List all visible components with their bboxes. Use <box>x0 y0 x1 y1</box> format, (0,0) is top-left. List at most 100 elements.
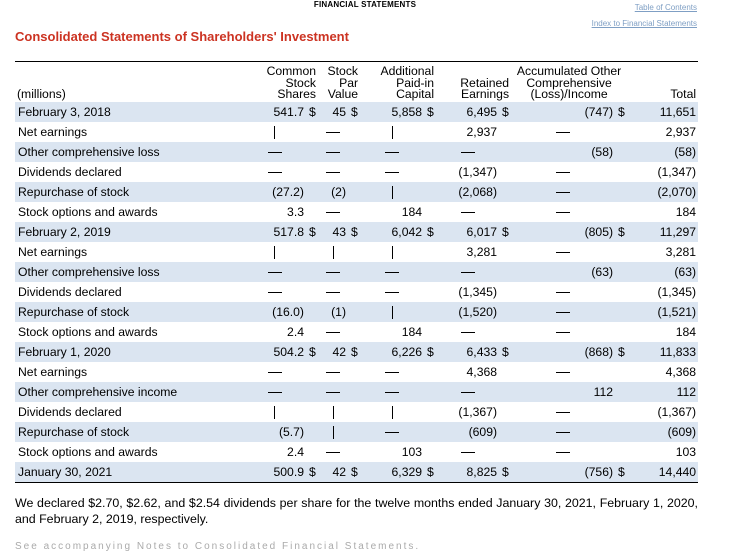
cell-currency <box>306 322 318 342</box>
cell-aoci <box>511 122 615 142</box>
cell-currency <box>615 122 627 142</box>
cell-shares: 3.3 <box>287 204 304 219</box>
cell-currency <box>615 442 627 462</box>
table-row: Dividends declared (1,345) (1,345) <box>15 282 698 302</box>
cell-shares: 504.2 <box>243 341 306 362</box>
cell-aoci <box>511 242 615 262</box>
cell-apic <box>360 402 424 422</box>
table-row: Stock options and awards 2.4 184 184 <box>15 322 698 342</box>
table-row: Other comprehensive income 112 112 <box>15 381 699 402</box>
row-label: Net earnings <box>18 364 88 379</box>
cell-currency <box>424 381 437 402</box>
table-body: February 3, 2018 541.7 $45 $5,858 $6,495 $ (74… <box>15 101 699 483</box>
cell-shares <box>243 402 306 422</box>
cell-aoci <box>511 421 616 442</box>
cell-currency <box>615 282 627 302</box>
cell-apic: 6,226 <box>360 341 425 362</box>
cell-retained <box>436 141 500 162</box>
cell-currency <box>306 402 318 422</box>
cell-currency <box>615 202 627 222</box>
table-row: February 3, 2018 541.7 $45 $5,858 $6,495 $ (74… <box>15 101 699 122</box>
cell-currency <box>424 181 437 202</box>
cell-shares: 500.9 <box>243 461 306 483</box>
cell-par <box>318 421 349 442</box>
table-of-contents-link[interactable]: Table of Contents <box>634 3 697 12</box>
cell-currency <box>348 301 361 322</box>
cell-retained <box>436 322 499 342</box>
cell-aoci <box>511 402 615 422</box>
cell-currency <box>499 202 511 222</box>
cell-currency <box>499 141 512 162</box>
index-to-financial-statements-link[interactable]: Index to Financial Statements <box>591 19 697 28</box>
cell-par: 42 <box>318 341 349 362</box>
cell-shares <box>243 141 306 162</box>
cell-currency <box>306 202 318 222</box>
cell-shares: (5.7) <box>243 421 306 442</box>
row-label: Other comprehensive loss <box>15 141 243 162</box>
cell-retained: 6,017 <box>436 221 500 242</box>
table-row: Stock options and awards 2.4 103 103 <box>15 442 698 462</box>
cell-currency <box>306 242 318 262</box>
cell-currency <box>424 301 437 322</box>
row-label: Net earnings <box>18 244 88 259</box>
row-label: Stock options and awards <box>18 204 158 219</box>
cell-currency: $ <box>424 221 437 242</box>
cell-apic: 103 <box>401 444 423 459</box>
cell-aoci: (58) <box>511 141 616 162</box>
column-header-total: Total <box>670 87 697 101</box>
cell-currency <box>424 202 436 222</box>
column-header-shares: Common Stock Shares <box>266 64 317 101</box>
cell-apic <box>360 181 425 202</box>
cell-currency <box>306 141 319 162</box>
cell-retained <box>436 442 499 462</box>
cell-currency: $ <box>499 461 512 483</box>
cell-currency <box>306 301 319 322</box>
row-label: Dividends declared <box>18 164 122 179</box>
cell-aoci: 112 <box>511 381 616 402</box>
cell-par: 45 <box>318 101 349 122</box>
cell-total: 11,651 <box>627 101 699 122</box>
cell-currency <box>499 322 511 342</box>
row-label: Stock options and awards <box>18 444 158 459</box>
cell-par: 43 <box>318 221 349 242</box>
cell-total: (609) <box>627 421 699 442</box>
cell-apic: 6,329 <box>360 461 425 483</box>
cell-currency <box>306 442 318 462</box>
cell-currency <box>615 162 627 182</box>
table-row: Dividends declared (1,367) (1,367) <box>15 402 698 422</box>
cell-currency <box>424 122 436 142</box>
cell-aoci <box>511 282 615 302</box>
cell-apic: 5,858 <box>360 101 425 122</box>
cell-currency <box>615 322 627 342</box>
cell-currency: $ <box>499 101 512 122</box>
table-row: Dividends declared (1,347) (1,347) <box>15 162 698 182</box>
cell-shares: 541.7 <box>243 101 306 122</box>
cell-apic <box>360 301 425 322</box>
cell-total: 103 <box>675 444 697 459</box>
cell-currency <box>424 162 436 182</box>
cell-total: (2,070) <box>627 181 699 202</box>
table-row: Other comprehensive loss (58) (58) <box>15 141 699 162</box>
cell-currency <box>348 162 360 182</box>
row-label: February 1, 2020 <box>15 341 243 362</box>
cell-apic <box>360 421 425 442</box>
cell-currency <box>306 421 319 442</box>
table-row: January 30, 2021 500.9 $42 $6,329 $8,825 $ (75… <box>15 461 699 483</box>
cell-currency <box>348 282 360 302</box>
cell-apic <box>360 362 424 382</box>
cell-shares: (16.0) <box>243 301 306 322</box>
cell-shares <box>243 122 306 142</box>
cell-currency <box>615 402 627 422</box>
cell-retained: (1,367) <box>458 404 498 419</box>
cell-currency: $ <box>348 341 361 362</box>
row-label: Repurchase of stock <box>15 181 243 202</box>
table-row: Stock options and awards 3.3 184 184 <box>15 202 698 222</box>
row-label: Repurchase of stock <box>15 421 243 442</box>
cell-currency <box>348 141 361 162</box>
cell-retained: (2,068) <box>436 181 500 202</box>
cell-par <box>318 442 348 462</box>
cell-retained: (1,520) <box>436 301 500 322</box>
cell-retained: (1,347) <box>458 164 498 179</box>
cell-shares <box>243 381 306 402</box>
cell-total: 2,937 <box>665 124 697 139</box>
